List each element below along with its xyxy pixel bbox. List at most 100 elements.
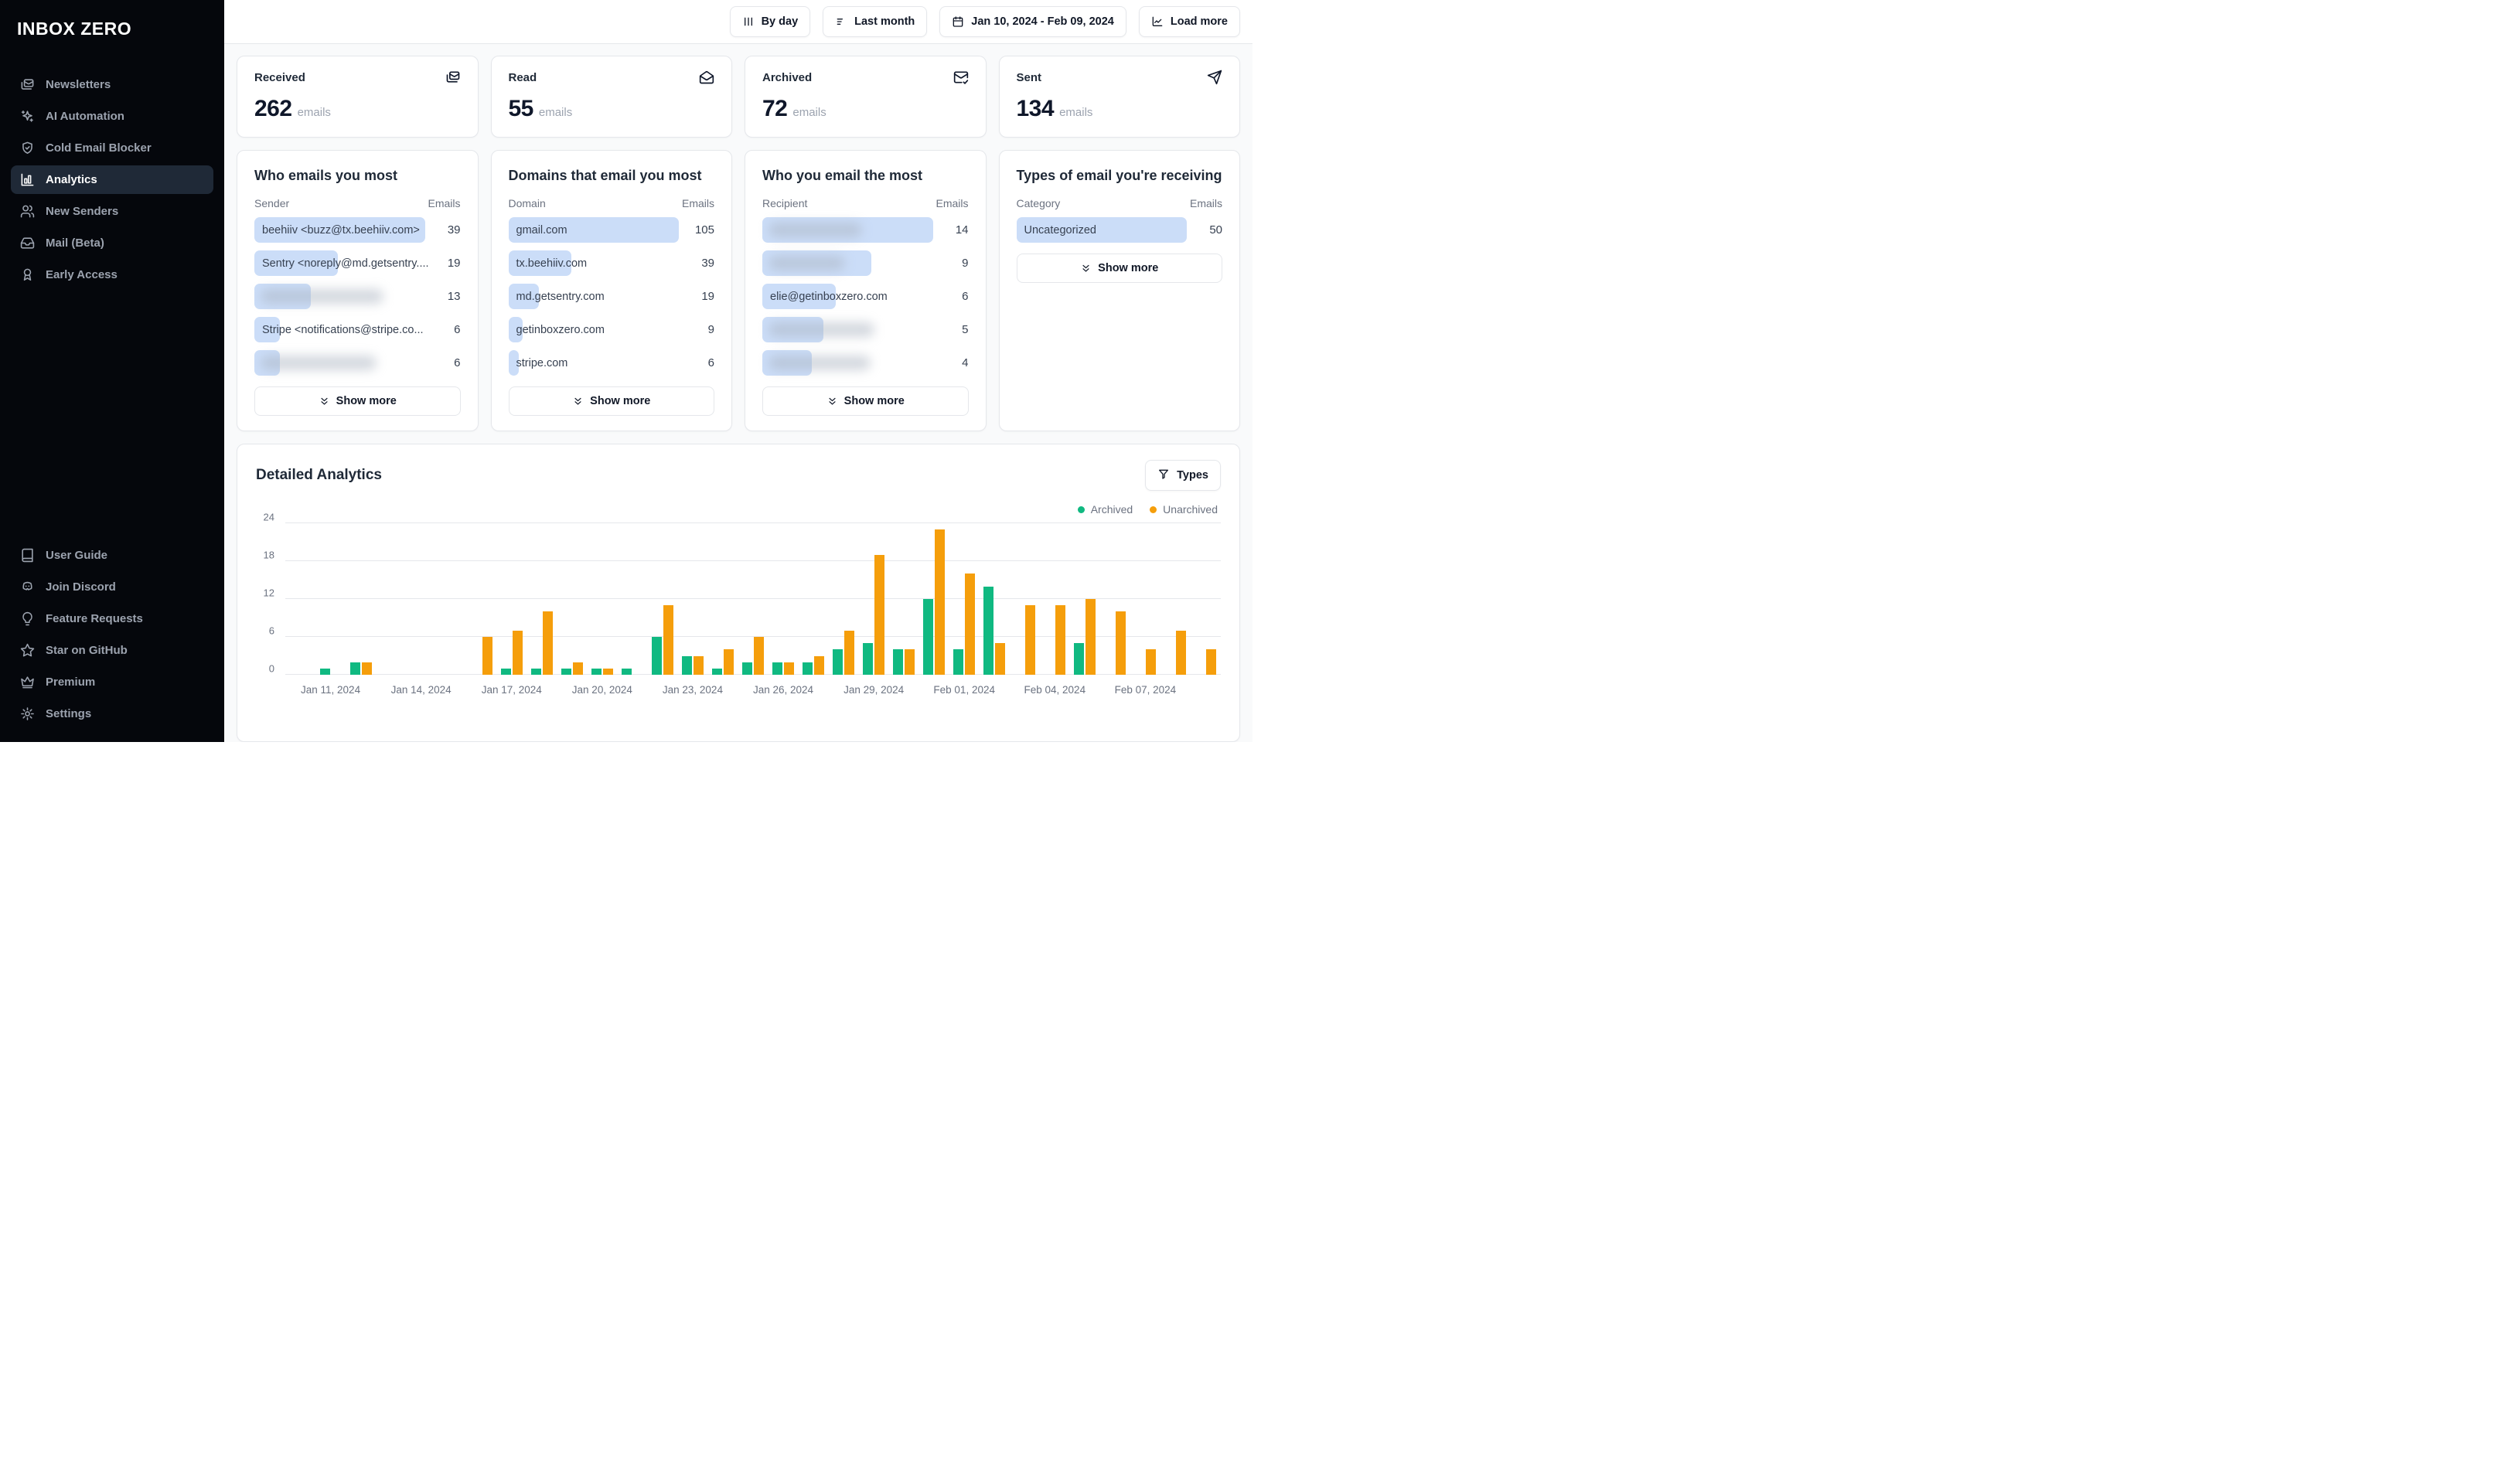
book-icon	[20, 548, 35, 563]
list-item: gmail.com 105	[508, 217, 714, 243]
chart-plot: Jan 11, 2024 Jan 14, 2024 Jan 17, 2024 Jan …	[285, 522, 1221, 696]
x-axis-tick: Jan 23, 2024	[662, 684, 723, 696]
discord-icon	[20, 580, 35, 594]
list-item: stripe.com 6	[508, 350, 714, 376]
app-window: INBOX ZERO Newsletters AI Automation Cold …	[0, 0, 1252, 742]
list-item-label: md.getsentry.com	[516, 290, 605, 303]
list-item-label: tx.beehiiv.com	[516, 257, 588, 270]
bar-archived	[741, 662, 752, 675]
list-item: Sentry <noreply@md.getsentry.... 19	[254, 250, 461, 277]
stats-row: Received 262 emails Read 55 emails Archived 72 e…	[237, 56, 1240, 138]
chart-day-group	[799, 523, 829, 675]
sidebar-item-analytics[interactable]: Analytics	[11, 165, 213, 194]
sidebar-item-early-access[interactable]: Early Access	[11, 260, 213, 289]
chart-day-group	[617, 523, 647, 675]
y-axis-tick: 12	[263, 587, 274, 599]
list-column-header: Domain	[508, 197, 546, 210]
show-more-button[interactable]: Show more	[254, 386, 461, 417]
chart-day-group: Jan 20, 2024	[572, 523, 632, 696]
chart-day-group	[647, 523, 677, 675]
load-more-button[interactable]: Load more	[1138, 6, 1240, 37]
chart-line-icon	[1151, 15, 1164, 28]
bar-unarchived	[542, 611, 553, 675]
list-item-value: 13	[447, 290, 461, 304]
list-card-title: Who emails you most	[254, 168, 398, 183]
bar-archived	[893, 649, 904, 675]
sidebar-item-settings[interactable]: Settings	[11, 699, 213, 728]
last-month-button[interactable]: Last month	[823, 6, 928, 37]
show-more-button[interactable]: Show more	[1016, 254, 1222, 284]
sidebar-item-ai-automation[interactable]: AI Automation	[11, 102, 213, 131]
list-value-header: Emails	[428, 197, 461, 210]
bar-unarchived	[844, 630, 855, 675]
stat-card-read: Read 55 emails	[490, 56, 732, 138]
list-card-types-of-email-you-re-receiving: Types of email you're receiving Category E…	[998, 150, 1240, 431]
sidebar-item-label: Newsletters	[46, 78, 111, 91]
x-axis-tick: Jan 29, 2024	[844, 684, 905, 696]
sidebar-item-label: Settings	[46, 707, 92, 720]
list-item: elie@getinboxzero.com 6	[762, 284, 969, 310]
bar-unarchived	[1055, 605, 1066, 675]
sidebar-item-label: New Senders	[46, 205, 119, 218]
redacted-text	[261, 356, 377, 371]
chevrons-down-icon	[1080, 263, 1092, 274]
sidebar-item-feature-requests[interactable]: Feature Requests	[11, 604, 213, 633]
bar-unarchived	[1086, 599, 1096, 675]
chevrons-down-icon	[826, 396, 838, 407]
mails-icon	[20, 77, 35, 92]
sidebar-item-join-discord[interactable]: Join Discord	[11, 573, 213, 601]
mails-icon	[445, 70, 461, 85]
bar-unarchived	[482, 637, 492, 675]
show-more-button[interactable]: Show more	[508, 386, 714, 417]
bar-archived	[561, 668, 571, 675]
stat-value: 134	[1016, 96, 1055, 121]
list-item-value: 39	[447, 223, 461, 237]
list-card-title: Who you email the most	[762, 168, 923, 183]
date-range-button[interactable]: Jan 10, 2024 - Feb 09, 2024	[939, 6, 1126, 37]
sidebar-footer-nav: User Guide Join Discord Feature Requests St…	[11, 541, 213, 728]
list-item: Uncategorized 50	[1016, 217, 1222, 243]
sidebar-item-user-guide[interactable]: User Guide	[11, 541, 213, 570]
stat-label: Archived	[762, 70, 813, 84]
sidebar-item-mail-beta[interactable]: Mail (Beta)	[11, 229, 213, 257]
list-value-header: Emails	[1189, 197, 1222, 210]
sidebar-item-label: Mail (Beta)	[46, 237, 104, 250]
list-item-value: 14	[955, 223, 969, 237]
x-axis-tick: Jan 17, 2024	[481, 684, 542, 696]
sidebar-item-premium[interactable]: Premium	[11, 668, 213, 696]
by-day-button[interactable]: By day	[729, 6, 811, 37]
list-item-label: elie@getinboxzero.com	[770, 290, 888, 303]
redacted-text	[769, 322, 874, 338]
stat-unit: emails	[538, 106, 573, 119]
bar-unarchived	[753, 637, 764, 675]
list-card-who-you-email-the-most: Who you email the most Recipient Emails 14 9…	[745, 150, 987, 431]
inbox-icon	[20, 236, 35, 250]
show-more-button[interactable]: Show more	[762, 386, 969, 417]
sidebar-item-star-on-github[interactable]: Star on GitHub	[11, 636, 213, 665]
bar-unarchived	[1176, 630, 1187, 675]
toolbar: By day Last month Jan 10, 2024 - Feb 09, 2…	[224, 0, 1252, 44]
types-filter-button[interactable]: Types	[1145, 460, 1221, 491]
list-item-label: beehiiv <buzz@tx.beehiiv.com>	[262, 223, 420, 237]
redacted-text	[769, 356, 871, 371]
chart-day-group	[980, 523, 1010, 675]
bar-unarchived	[663, 605, 673, 675]
ribbon-icon	[20, 267, 35, 282]
sidebar-item-cold-email-blocker[interactable]: Cold Email Blocker	[11, 134, 213, 162]
list-item: tx.beehiiv.com 39	[508, 250, 714, 277]
sidebar-nav: Newsletters AI Automation Cold Email Block…	[11, 70, 213, 289]
stat-card-received: Received 262 emails	[237, 56, 479, 138]
bar-unarchived	[572, 662, 583, 675]
sidebar-item-new-senders[interactable]: New Senders	[11, 197, 213, 226]
bar-archived	[803, 662, 813, 675]
stat-unit: emails	[297, 106, 331, 119]
list-item: 6	[254, 350, 461, 376]
legend-item-archived: Archived	[1077, 503, 1133, 516]
list-item-value: 19	[701, 290, 714, 304]
sidebar-item-newsletters[interactable]: Newsletters	[11, 70, 213, 99]
bar-archived	[349, 662, 360, 675]
list-card-who-emails-you-most: Who emails you most Sender Emails beehiiv <…	[237, 150, 479, 431]
list-card-title: Domains that email you most	[508, 168, 702, 183]
lists-row: Who emails you most Sender Emails beehiiv <…	[237, 150, 1240, 431]
chart-day-group: Jan 17, 2024	[482, 523, 542, 696]
